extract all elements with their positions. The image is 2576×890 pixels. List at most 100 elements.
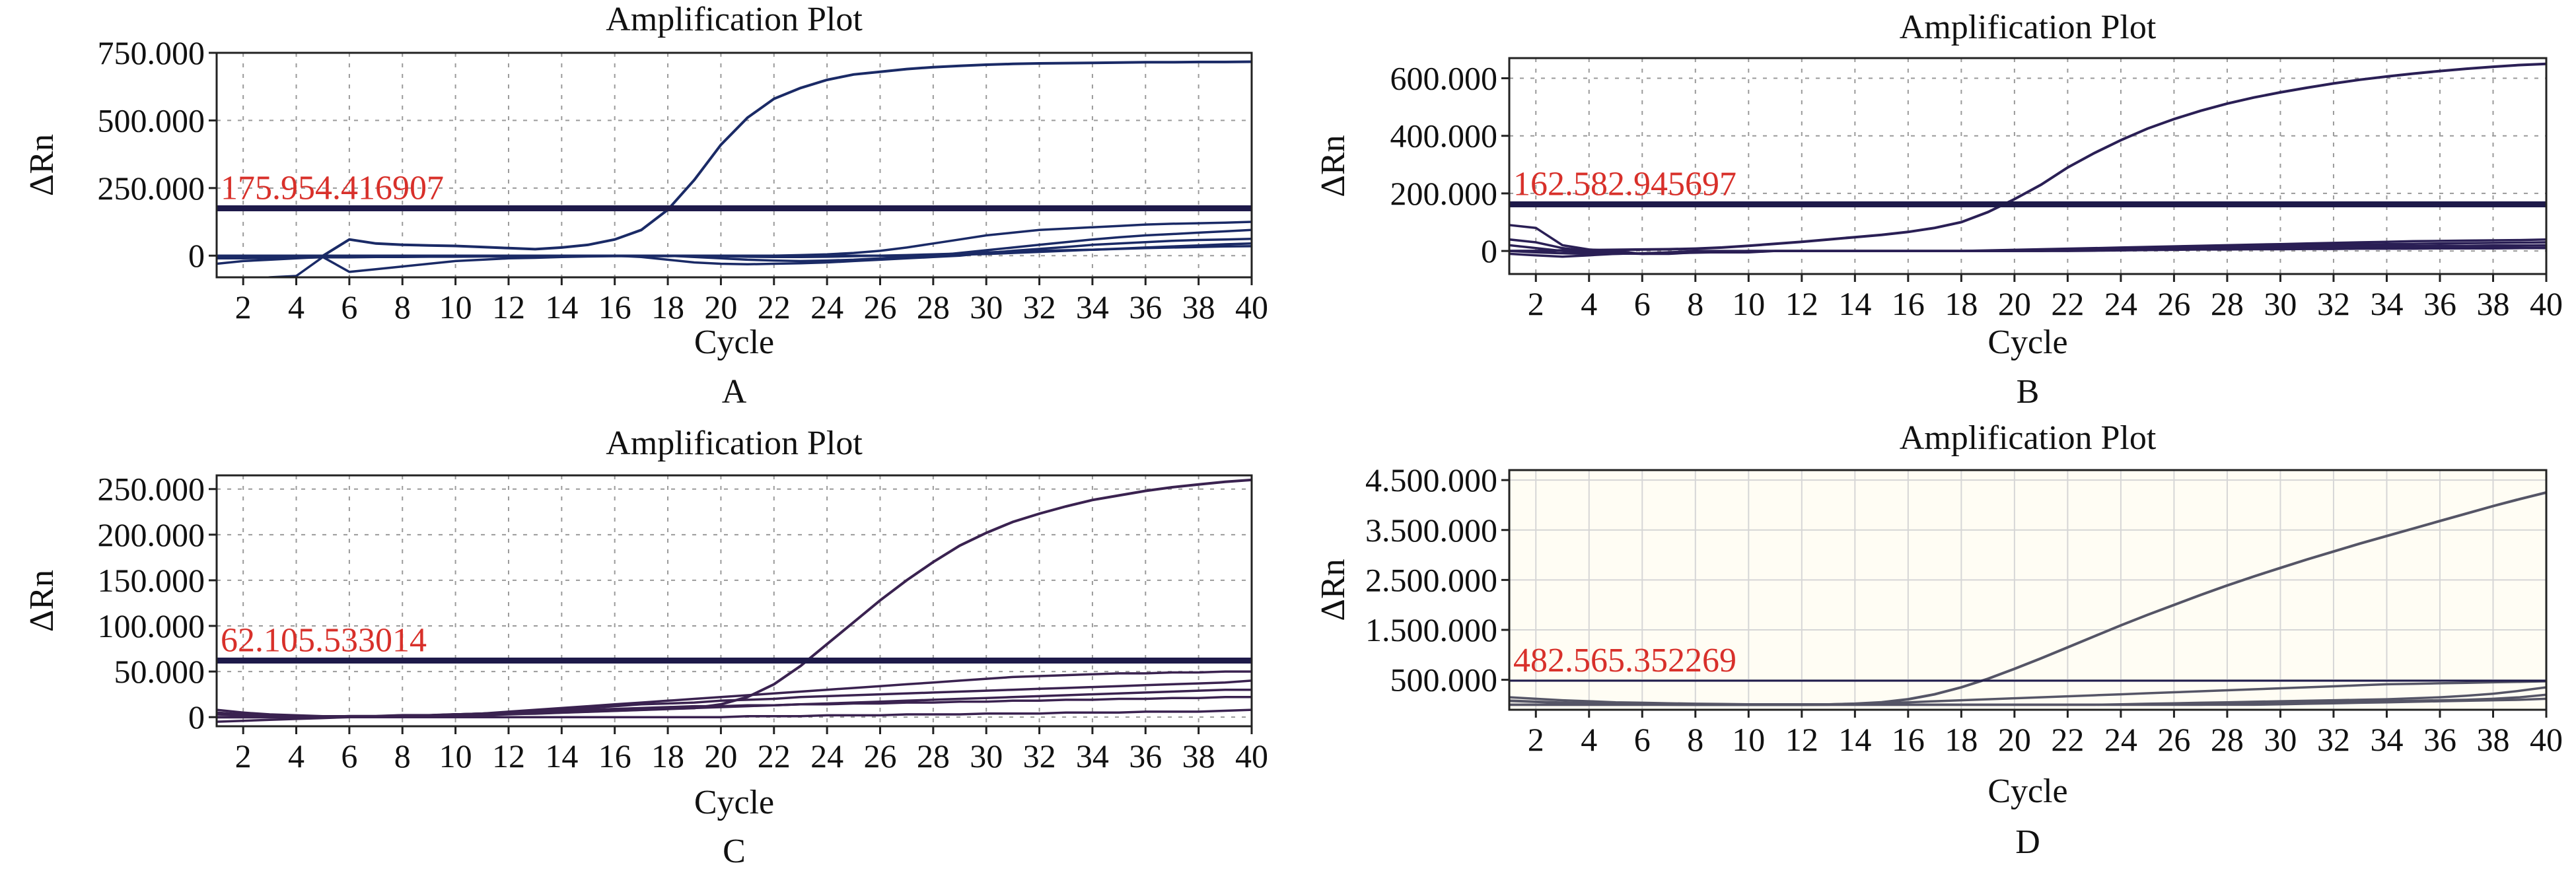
threshold-label: 62.105.533014 (221, 622, 427, 660)
plot-frame (1508, 57, 2548, 275)
y-tick-label: 1.500.000 (1365, 611, 1497, 648)
x-tick-label: 18 (651, 289, 684, 325)
x-tick-label: 16 (598, 737, 631, 774)
x-tick-label: 34 (1076, 289, 1109, 325)
x-tick-label: 36 (1129, 289, 1162, 325)
x-tick-label: 24 (2104, 285, 2137, 322)
x-tick-label: 12 (1785, 285, 1818, 322)
chart-title: Amplification Plot (606, 1, 863, 38)
x-tick-label: 30 (970, 289, 1003, 325)
series-line-4 (217, 238, 1252, 266)
y-tick-label: 600.000 (1390, 60, 1498, 97)
x-axis-label: Cycle (694, 784, 774, 821)
plot-frame (1508, 469, 2548, 711)
x-tick-label: 36 (2423, 721, 2456, 758)
chart-title: Amplification Plot (1900, 9, 2157, 46)
panel-label: D (2015, 823, 2040, 861)
x-tick-label: 6 (341, 289, 357, 325)
x-axis-label: Cycle (1987, 772, 2067, 810)
x-tick-label: 22 (2051, 285, 2084, 322)
y-tick-label: 750.000 (98, 34, 205, 71)
panel-label: C (723, 833, 746, 870)
x-tick-label: 2 (1528, 285, 1544, 322)
x-tick-label: 2 (235, 737, 252, 774)
y-tick-label: 250.000 (98, 471, 205, 508)
x-tick-label: 26 (2157, 721, 2190, 758)
x-tick-label: 6 (1634, 285, 1651, 322)
y-tick-label: 150.000 (98, 562, 205, 599)
y-tick-label: 100.000 (98, 607, 205, 644)
y-axis-label: ΔRn (1314, 559, 1352, 621)
y-axis-label: ΔRn (1314, 135, 1352, 197)
x-tick-label: 18 (1945, 721, 1978, 758)
x-tick-label: 22 (758, 737, 791, 774)
y-tick-label: 0 (188, 237, 205, 274)
x-tick-label: 18 (651, 737, 684, 774)
x-tick-label: 10 (1732, 721, 1765, 758)
y-tick-label: 3.500.000 (1365, 512, 1497, 549)
x-tick-label: 20 (704, 737, 737, 774)
x-tick-label: 12 (492, 737, 525, 774)
x-tick-label: 26 (863, 289, 896, 325)
x-tick-label: 6 (1634, 721, 1651, 758)
threshold-label: 482.565.352269 (1513, 642, 1736, 679)
x-tick-label: 38 (1182, 737, 1215, 774)
x-tick-label: 16 (1892, 285, 1925, 322)
x-tick-label: 8 (394, 289, 411, 325)
x-tick-label: 10 (439, 289, 472, 325)
x-tick-label: 22 (758, 289, 791, 325)
y-tick-label: 0 (1481, 232, 1497, 269)
x-axis-label: Cycle (1987, 324, 2067, 361)
x-tick-label: 20 (704, 289, 737, 325)
series-group (217, 60, 1252, 277)
plot-frame (215, 51, 1253, 279)
series-group (1509, 491, 2546, 706)
x-tick-label: 28 (917, 737, 950, 774)
chart-title: Amplification Plot (1900, 419, 2157, 457)
x-tick-label: 28 (2211, 285, 2244, 322)
x-tick-label: 28 (917, 289, 950, 325)
panel-label: A (722, 373, 747, 411)
plot-background (1509, 470, 2546, 710)
series-line-5 (1509, 697, 2546, 706)
y-tick-label: 500.000 (1390, 662, 1498, 699)
y-tick-label: 200.000 (98, 516, 205, 553)
series-line-1 (217, 60, 1252, 259)
y-axis-label: ΔRn (23, 570, 61, 632)
x-tick-label: 32 (2317, 721, 2350, 758)
y-tick-label: 400.000 (1390, 118, 1498, 154)
y-tick-label: 50.000 (114, 653, 205, 690)
x-tick-label: 10 (439, 737, 472, 774)
x-tick-label: 24 (2104, 721, 2137, 758)
series-group (217, 478, 1252, 723)
x-tick-label: 38 (2476, 721, 2509, 758)
x-tick-label: 4 (1581, 285, 1597, 322)
series-line-6 (217, 242, 1252, 257)
threshold-label: 162.582.945697 (1513, 165, 1736, 203)
x-tick-label: 2 (1528, 721, 1544, 758)
x-tick-label: 12 (1785, 721, 1818, 758)
x-tick-label: 4 (288, 737, 304, 774)
series-line-2 (1509, 680, 2546, 706)
series-line-6 (217, 708, 1252, 718)
x-tick-label: 36 (2423, 285, 2456, 322)
x-tick-label: 18 (1945, 285, 1978, 322)
series-line-1 (217, 478, 1252, 719)
x-tick-label: 40 (1235, 289, 1268, 325)
x-tick-label: 4 (1581, 721, 1597, 758)
x-tick-label: 30 (2264, 721, 2297, 758)
x-tick-label: 40 (1235, 737, 1268, 774)
y-tick-label: 250.000 (98, 170, 205, 207)
x-tick-label: 10 (1732, 285, 1765, 322)
x-tick-label: 32 (2317, 285, 2350, 322)
y-tick-label: 0 (188, 699, 205, 736)
x-tick-label: 12 (492, 289, 525, 325)
x-tick-label: 34 (1076, 737, 1109, 774)
x-tick-label: 40 (2530, 285, 2563, 322)
x-tick-label: 28 (2211, 721, 2244, 758)
y-tick-label: 4.500.000 (1365, 462, 1497, 498)
series-group (1509, 62, 2546, 258)
